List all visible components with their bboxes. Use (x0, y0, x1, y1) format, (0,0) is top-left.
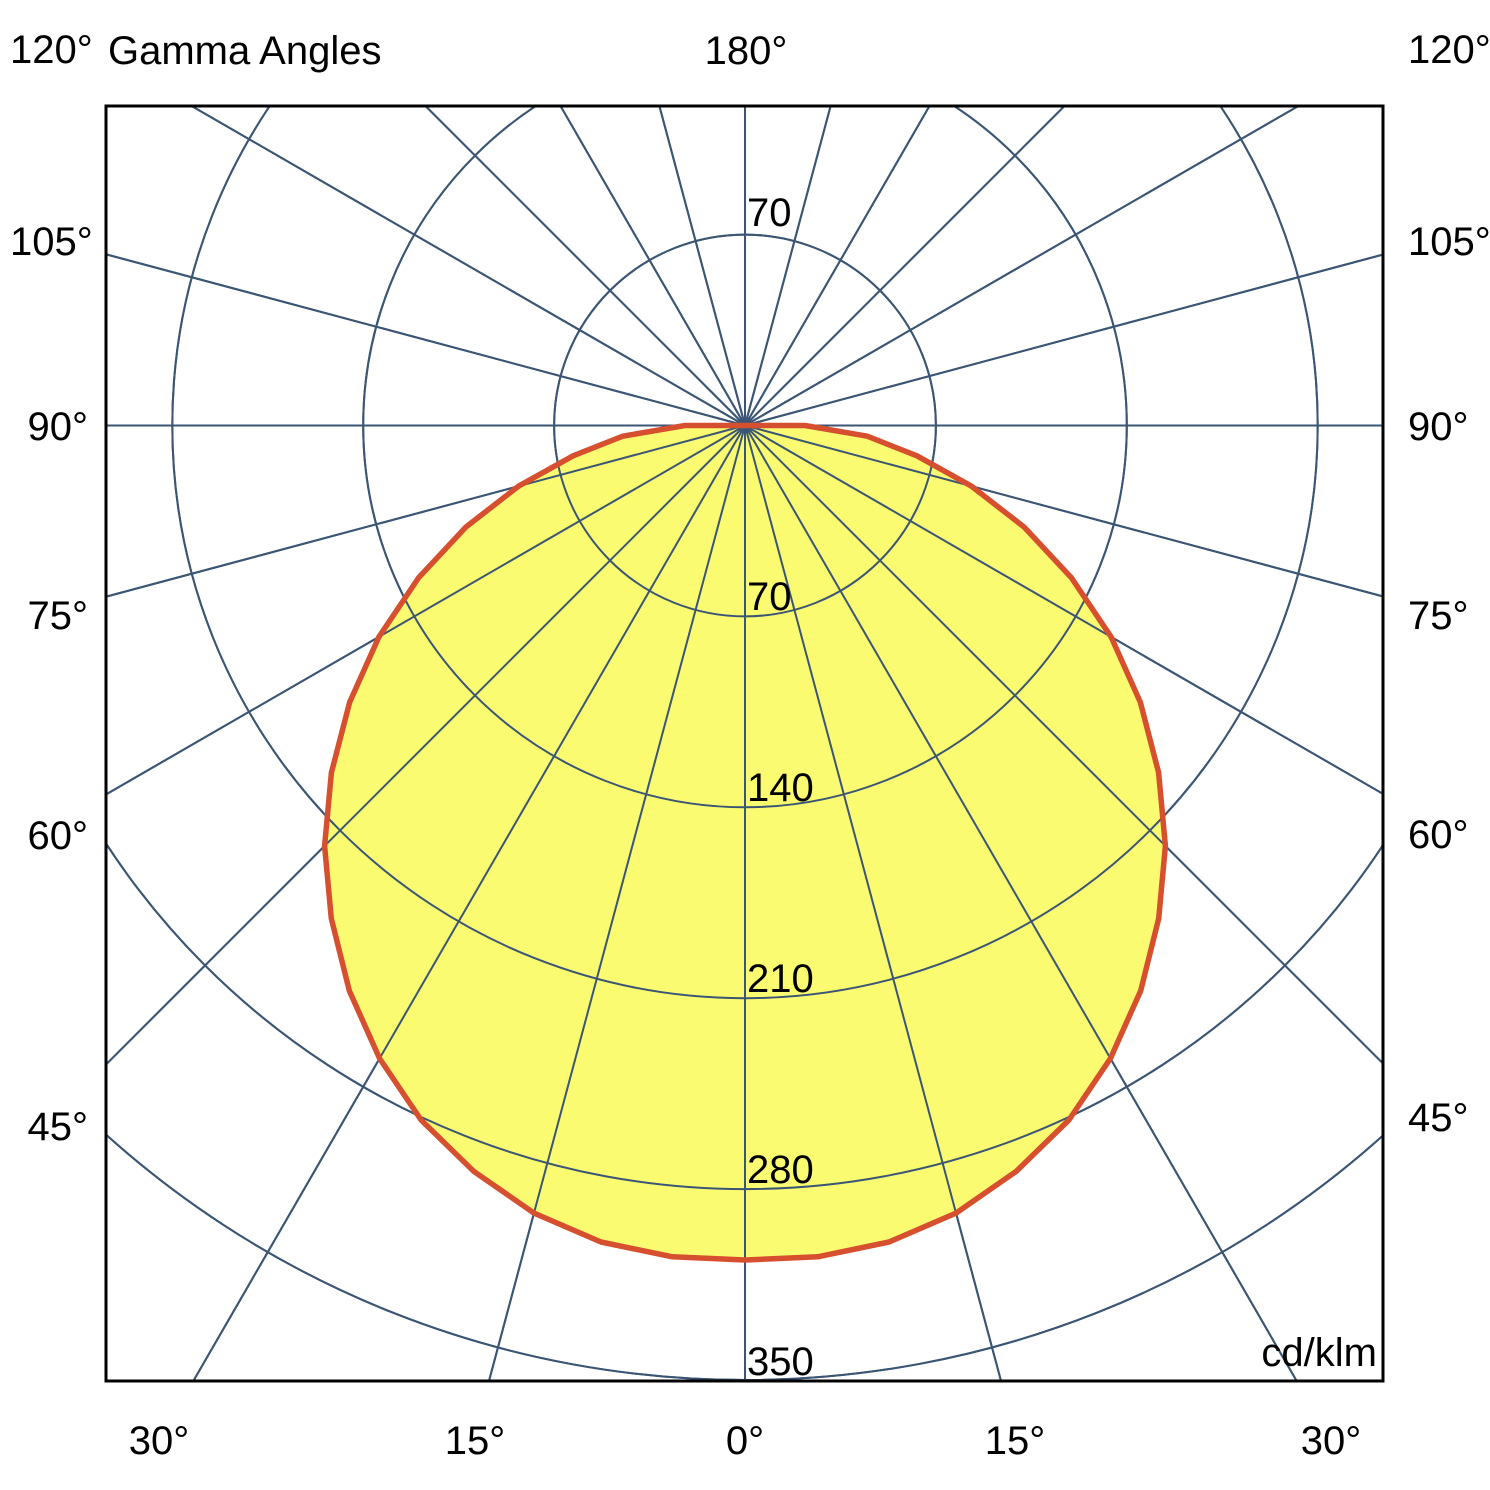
gamma-label-right-90: 90° (1408, 405, 1469, 449)
chart-title: Gamma Angles (108, 29, 382, 73)
ring-label-350: 350 (747, 1340, 814, 1384)
unit-label: cd/klm (1261, 1331, 1377, 1375)
ring-label-280: 280 (747, 1148, 814, 1192)
gamma-label-bottom-15r: 15° (984, 1419, 1046, 1463)
gamma-label-left-75: 75° (27, 594, 89, 638)
gamma-label-bottom-30r: 30° (1300, 1419, 1362, 1463)
gamma-label-right-120: 120° (1408, 28, 1490, 72)
gamma-label-right-105: 105° (1408, 220, 1490, 264)
ring-label-70: 70 (747, 575, 792, 619)
gamma-label-bottom-30l: 30° (128, 1419, 190, 1463)
gamma-label-right-60: 60° (1408, 813, 1469, 857)
gamma-label-bottom-0: 0° (725, 1419, 765, 1463)
gamma-label-right-75: 75° (1408, 594, 1469, 638)
ring-label-140: 140 (747, 766, 814, 810)
plot-frame (104, 104, 1385, 1383)
gamma-label-bottom-15l: 15° (444, 1419, 506, 1463)
gamma-label-180: 180° (704, 29, 788, 73)
gamma-label-left-60: 60° (27, 814, 89, 858)
gamma-label-right-45: 45° (1408, 1096, 1469, 1140)
gamma-label-left-120: 120° (10, 28, 93, 72)
ring-label-70-upper: 70 (747, 191, 792, 235)
gamma-label-left-45: 45° (27, 1105, 89, 1149)
ring-label-210: 210 (747, 957, 814, 1001)
gamma-label-left-90: 90° (27, 405, 89, 449)
gamma-label-left-105: 105° (10, 220, 93, 264)
